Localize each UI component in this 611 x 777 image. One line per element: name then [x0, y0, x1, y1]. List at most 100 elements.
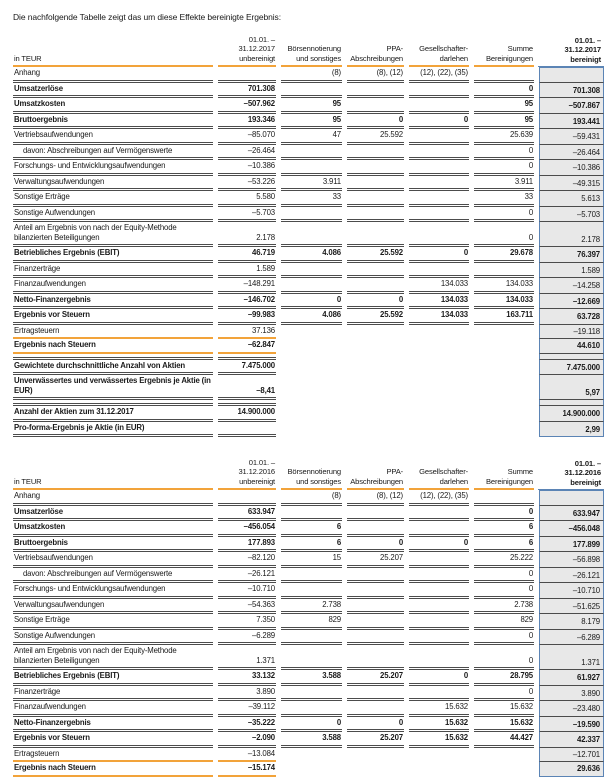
value-cell: –148.291 — [218, 278, 276, 294]
value-cell — [474, 490, 534, 506]
adjusted-value-cell: 76.397 — [539, 247, 604, 263]
value-cell: 134.033 — [409, 278, 469, 294]
adjusted-value-cell: –23.480 — [539, 701, 604, 717]
adjusted-value-cell: 29.636 — [539, 762, 604, 777]
value-cell — [474, 67, 534, 83]
value-cell: (8) — [281, 67, 342, 83]
row-label: Sonstige Aufwendungen — [13, 630, 213, 645]
value-cell: 47 — [281, 129, 342, 145]
row-label: Verwaltungsaufwendungen — [13, 176, 213, 191]
value-cell: 3.911 — [474, 176, 534, 191]
row-label: Ergebnis nach Steuern — [13, 339, 213, 354]
adjusted-value-cell: 5.613 — [539, 191, 604, 207]
value-cell — [409, 762, 469, 777]
adjusted-value-cell: –19.118 — [539, 324, 604, 339]
column-header: in TEUR — [13, 454, 213, 490]
adjusted-value-cell — [539, 67, 604, 83]
value-cell: –26.464 — [218, 145, 276, 160]
value-cell: 15.632 — [409, 717, 469, 732]
value-cell — [281, 422, 342, 438]
value-cell — [347, 360, 404, 376]
row-label: Umsatzerlöse — [13, 83, 213, 98]
value-cell: –507.962 — [218, 98, 276, 114]
value-cell: 44.427 — [474, 732, 534, 748]
value-cell: 25.207 — [347, 732, 404, 748]
row-label: Anhang — [13, 67, 213, 83]
value-cell: 0 — [281, 294, 342, 309]
value-cell: –8,41 — [218, 375, 276, 400]
value-cell — [347, 375, 404, 400]
value-cell: 15.632 — [409, 701, 469, 717]
value-cell: 6 — [281, 521, 342, 537]
value-cell: 15.632 — [474, 701, 534, 717]
value-cell — [347, 325, 404, 340]
adjusted-value-cell — [539, 490, 604, 506]
value-cell — [347, 83, 404, 98]
adjusted-value-cell: 2.178 — [539, 222, 604, 247]
value-cell — [474, 422, 534, 438]
adjusted-value-cell: 14.900.000 — [539, 406, 604, 422]
column-header: Summe Bereinigungen — [474, 31, 534, 67]
value-cell: 14.900.000 — [218, 406, 276, 422]
value-cell — [347, 263, 404, 278]
value-cell: 7.475.000 — [218, 360, 276, 375]
value-cell: –82.120 — [218, 552, 276, 568]
value-cell — [347, 222, 404, 247]
value-cell — [409, 686, 469, 701]
row-label: Bruttoergebnis — [13, 537, 213, 552]
value-cell: 1.589 — [218, 263, 276, 278]
value-cell: 25.207 — [347, 552, 404, 568]
value-cell — [347, 645, 404, 670]
value-cell: 25.592 — [347, 247, 404, 263]
value-cell — [347, 98, 404, 114]
adjusted-value-cell: 3.890 — [539, 685, 604, 701]
adjusted-value-cell: –26.464 — [539, 144, 604, 160]
value-cell — [218, 422, 276, 437]
value-cell: 0 — [474, 583, 534, 599]
adjusted-value-cell: –10.710 — [539, 583, 604, 599]
value-cell — [409, 360, 469, 376]
row-label: Finanzaufwendungen — [13, 278, 213, 294]
value-cell — [281, 83, 342, 98]
value-cell — [347, 506, 404, 521]
adjusted-value-cell: –507.867 — [539, 98, 604, 114]
value-cell: 6 — [281, 537, 342, 552]
adjusted-value-cell: 61.927 — [539, 670, 604, 686]
value-cell — [347, 278, 404, 294]
value-cell: 15.632 — [409, 732, 469, 748]
value-cell — [409, 599, 469, 614]
value-cell — [409, 98, 469, 114]
value-cell: 15 — [281, 552, 342, 568]
adjusted-value-cell — [539, 353, 604, 360]
row-label: Finanzerträge — [13, 263, 213, 278]
value-cell: –53.226 — [218, 176, 276, 191]
financial-table-ergebnis-2016: in TEUR 01.01. – 31.12.2016 unbereinigt Bö… — [13, 454, 604, 777]
value-cell — [474, 263, 534, 278]
value-cell — [281, 375, 342, 400]
value-cell: 2.178 — [218, 222, 276, 247]
value-cell — [409, 552, 469, 568]
row-label: Ertragsteuern — [13, 325, 213, 339]
row-label: Forschungs- und Entwicklungsaufwendungen — [13, 160, 213, 176]
value-cell — [281, 360, 342, 376]
column-header: Börsennotierung und sonstiges — [281, 454, 342, 490]
adjusted-value-cell: –59.431 — [539, 129, 604, 145]
adjusted-value-cell: 701.308 — [539, 82, 604, 98]
value-cell: –5.703 — [218, 207, 276, 222]
value-cell: 0 — [474, 145, 534, 160]
value-cell — [347, 521, 404, 537]
row-label — [13, 354, 213, 360]
row-label: Anteil am Ergebnis von nach der Equity-M… — [13, 222, 213, 247]
value-cell: 29.678 — [474, 247, 534, 263]
value-cell: –456.054 — [218, 521, 276, 537]
row-label: Vertriebsaufwendungen — [13, 129, 213, 145]
value-cell: 37.136 — [218, 325, 276, 339]
adjusted-value-cell — [539, 400, 604, 406]
value-cell: 134.033 — [409, 294, 469, 309]
value-cell — [474, 325, 534, 340]
value-cell: 0 — [474, 568, 534, 583]
value-cell: 163.711 — [474, 309, 534, 325]
adjusted-value-cell: 633.947 — [539, 505, 604, 521]
value-cell: 0 — [474, 207, 534, 222]
